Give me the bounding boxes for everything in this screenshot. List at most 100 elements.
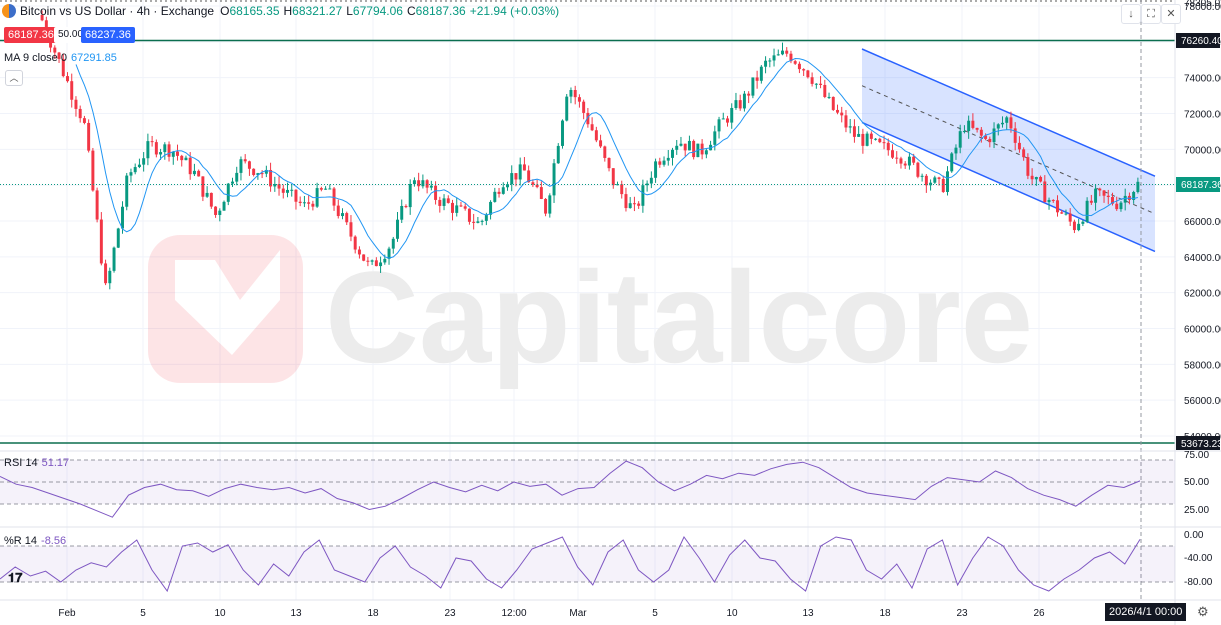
close-icon[interactable]: ✕	[1161, 4, 1181, 24]
candle-body	[552, 163, 556, 196]
time-tick-0: Feb	[58, 608, 76, 619]
candle-body	[569, 89, 573, 97]
candle-body	[747, 93, 751, 96]
candle-body	[806, 70, 810, 78]
candle-body	[243, 159, 247, 162]
watermark-text: Capitalcore	[325, 244, 1033, 390]
tradingview-logo-icon[interactable]: 𝟏𝟕	[8, 570, 23, 585]
candle-body	[91, 150, 95, 191]
candle-body	[937, 177, 941, 179]
candle-body	[607, 157, 611, 169]
time-tick-8: 5	[652, 608, 658, 619]
candle-body	[654, 161, 658, 178]
candle-body	[108, 270, 112, 284]
candle-body	[442, 198, 446, 206]
candle-body	[624, 194, 628, 209]
candle-body	[886, 142, 890, 151]
candle-body	[150, 141, 154, 143]
candle-body	[374, 260, 378, 267]
candle-body	[518, 164, 522, 180]
price-tick-11: 56000.00	[1184, 396, 1221, 407]
candle-body	[687, 140, 691, 151]
candle-body	[277, 184, 281, 189]
candle-body	[802, 69, 806, 71]
candle-body	[751, 77, 755, 96]
candle-body	[988, 138, 992, 143]
candle-body	[501, 187, 505, 194]
rsi-legend[interactable]: RSI 14 51.17	[4, 457, 69, 469]
candle-body	[379, 262, 383, 267]
candle-body	[137, 164, 141, 168]
descending-channel	[861, 48, 1156, 253]
arrow-down-icon[interactable]: ↓	[1121, 4, 1141, 24]
candle-body	[146, 141, 150, 159]
candle-body	[286, 189, 289, 193]
candle-body	[1056, 200, 1059, 213]
candle-body	[370, 260, 374, 262]
rsi-label: RSI 14	[4, 457, 38, 469]
candle-body	[70, 81, 74, 100]
candle-body	[827, 96, 831, 98]
symbol-header[interactable]: Bitcoin vs US Dollar · 4h · Exchange O68…	[0, 0, 559, 22]
price-tick-7: 64000.00	[1184, 253, 1221, 264]
candle-body	[273, 184, 277, 187]
time-tick-5: 23	[444, 608, 456, 619]
candle-body	[721, 118, 725, 120]
candle-body	[1111, 197, 1114, 204]
candle-body	[336, 205, 340, 217]
candle-body	[66, 76, 69, 82]
buy-button[interactable]: 68237.36	[81, 27, 135, 43]
gear-icon[interactable]: ⚙	[1197, 604, 1209, 619]
candle-body	[916, 162, 920, 177]
wr-legend[interactable]: %R 14 -8.56	[4, 535, 66, 547]
candle-body	[226, 183, 230, 202]
ma-legend[interactable]: MA 9 close 0 67291.85	[4, 52, 117, 64]
candle-body	[561, 120, 564, 146]
candle-body	[831, 96, 835, 110]
rsi-axis-75: 75.00	[1184, 450, 1209, 461]
candle-body	[1060, 212, 1064, 214]
candle-body	[429, 185, 433, 188]
candle-body	[324, 188, 328, 190]
rsi-value: 51.17	[41, 457, 70, 469]
candle-body	[171, 151, 175, 157]
candle-body	[256, 173, 260, 175]
maximize-icon[interactable]: ⛶	[1141, 4, 1161, 24]
candle-body	[556, 145, 560, 164]
candle-body	[726, 118, 729, 123]
candle-body	[408, 184, 412, 208]
candle-body	[789, 53, 793, 62]
symbol-title[interactable]: Bitcoin vs US Dollar · 4h · Exchange	[20, 4, 215, 18]
candle-body	[205, 192, 209, 197]
candle-body	[104, 263, 108, 284]
candle-body	[836, 109, 839, 113]
ohlc-open: O68165.35	[220, 4, 280, 18]
candle-body	[260, 173, 264, 175]
candle-body	[184, 157, 188, 161]
candle-body	[620, 184, 624, 195]
wr-axis-80: -80.00	[1184, 577, 1213, 588]
candle-body	[920, 175, 924, 177]
candle-body	[603, 146, 607, 158]
candle-body	[421, 180, 425, 187]
collapse-legend-icon[interactable]: ︿	[5, 70, 23, 86]
candle-body	[1081, 221, 1085, 224]
candle-body	[565, 96, 569, 121]
time-tick-12: 23	[956, 608, 968, 619]
candle-body	[82, 118, 86, 123]
candle-body	[506, 184, 509, 188]
candle-body	[1039, 176, 1043, 182]
candle-body	[281, 188, 285, 193]
candle-body	[302, 202, 306, 204]
candle-body	[1022, 149, 1026, 158]
candle-body	[294, 189, 298, 202]
time-tick-11: 18	[879, 608, 891, 619]
candle-body	[645, 183, 649, 186]
candle-body	[476, 221, 480, 223]
sell-button[interactable]: 68187.36	[4, 27, 58, 43]
ohlc-low: L67794.06	[346, 4, 403, 18]
candle-body	[704, 150, 708, 155]
candle-body	[446, 198, 450, 203]
ma-label: MA 9 close 0	[4, 52, 67, 64]
